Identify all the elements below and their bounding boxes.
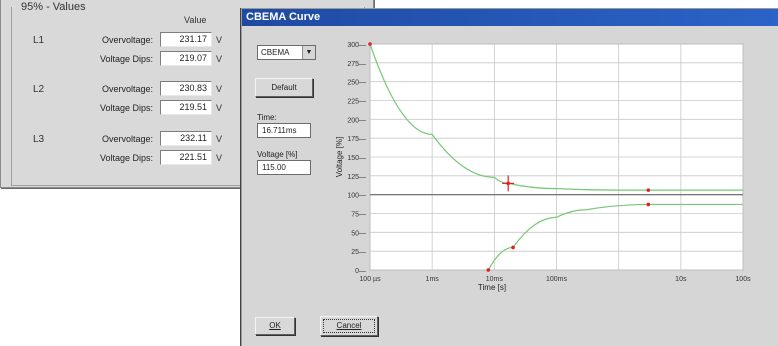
default-button[interactable]: Default <box>255 78 313 97</box>
x-tick-label: 100s <box>735 276 751 283</box>
l1-overvoltage-field[interactable]: 231.17 <box>160 32 212 47</box>
x-tick-labels: 100 µs 1ms 10ms 100ms 10s 100s <box>359 276 751 283</box>
curve-select[interactable]: CBEMA ▼ <box>257 45 316 60</box>
l1-overvoltage-label: Overvoltage: <box>101 35 153 45</box>
l2-dips-unit: V <box>216 103 223 113</box>
data-point <box>646 202 651 207</box>
y-tick-label: 100— <box>347 193 366 200</box>
dialog-title[interactable]: CBEMA Curve <box>242 9 778 26</box>
l3-overvoltage-unit: V <box>216 134 223 144</box>
x-axis-title: Time [s] <box>478 283 506 292</box>
y-tick-label: 175— <box>347 136 366 143</box>
ok-button[interactable]: OK <box>255 317 295 335</box>
y-tick-label: 50— <box>351 230 366 237</box>
cbema-dialog: CBEMA Curve CBEMA ▼ Default Time: 16.711… <box>241 8 778 346</box>
l3-dips-unit: V <box>216 153 223 163</box>
y-tick-label: 275— <box>347 61 366 68</box>
l2-dips-field[interactable]: 219.51 <box>160 100 212 115</box>
voltage-label: Voltage [%] <box>257 150 298 159</box>
voltage-field[interactable]: 115.00 <box>257 160 311 175</box>
y-tick-label: 250— <box>347 80 366 87</box>
x-tick-label: 1ms <box>426 276 440 283</box>
y-tick-label: 0— <box>355 268 366 275</box>
time-field[interactable]: 16.711ms <box>257 123 311 138</box>
chart-markers <box>368 42 651 272</box>
x-tick-label: 10s <box>675 276 687 283</box>
data-point <box>368 42 372 46</box>
chart-grid <box>369 43 744 271</box>
y-tick-label: 300— <box>347 42 366 49</box>
l2-overvoltage-field[interactable]: 230.83 <box>160 81 212 96</box>
y-tick-labels: 0— 25— 50— 75— 100— 125— 150— 175— 200— 225— 250— 2… <box>347 42 366 275</box>
l1-dips-unit: V <box>216 54 223 64</box>
y-tick-label: 200— <box>347 117 366 124</box>
curve-select-value: CBEMA <box>261 48 290 57</box>
y-tick-label: 75— <box>351 212 366 219</box>
y-tick-label: 225— <box>347 99 366 106</box>
data-point <box>506 181 510 186</box>
l3-dips-label: Voltage Dips: <box>99 153 153 163</box>
phase-l2-label: L2 <box>33 84 45 95</box>
cancel-button[interactable]: Cancel <box>320 316 378 336</box>
l3-overvoltage-field[interactable]: 232.11 <box>160 131 212 146</box>
values-group-title: 95% - Values <box>21 1 86 13</box>
data-point <box>646 188 651 192</box>
data-point <box>486 268 491 272</box>
phase-l1-label: L1 <box>33 35 45 46</box>
l3-overvoltage-label: Overvoltage: <box>101 134 153 144</box>
cancel-button-label: Cancel <box>336 321 362 330</box>
y-tick-label: 125— <box>347 174 366 181</box>
phase-l3-label: L3 <box>33 134 45 145</box>
x-tick-label: 10ms <box>486 276 504 283</box>
l3-dips-field[interactable]: 221.51 <box>160 150 212 165</box>
ok-button-label: OK <box>269 321 281 330</box>
l2-dips-label: Voltage Dips: <box>99 103 153 113</box>
y-tick-label: 150— <box>347 155 366 162</box>
x-tick-label: 100ms <box>546 276 568 283</box>
y-tick-label: 25— <box>351 249 366 256</box>
x-tick-label: 100 µs <box>359 276 381 283</box>
data-point <box>511 245 515 250</box>
l1-dips-label: Voltage Dips: <box>99 54 153 64</box>
l2-overvoltage-unit: V <box>216 84 223 94</box>
value-column-header: Value <box>184 15 207 25</box>
l1-dips-field[interactable]: 219.07 <box>160 51 212 66</box>
time-label: Time: <box>257 113 277 122</box>
l2-overvoltage-label: Overvoltage: <box>101 84 153 94</box>
cbema-chart[interactable]: 0— 25— 50— 75— 100— 125— 150— 175— 200— 225— 250— 2… <box>242 9 778 299</box>
chevron-down-icon[interactable]: ▼ <box>302 46 315 59</box>
cbema-curve-upper <box>369 43 743 191</box>
l1-overvoltage-unit: V <box>216 35 223 45</box>
y-axis-title: Voltage [%] <box>335 137 344 177</box>
